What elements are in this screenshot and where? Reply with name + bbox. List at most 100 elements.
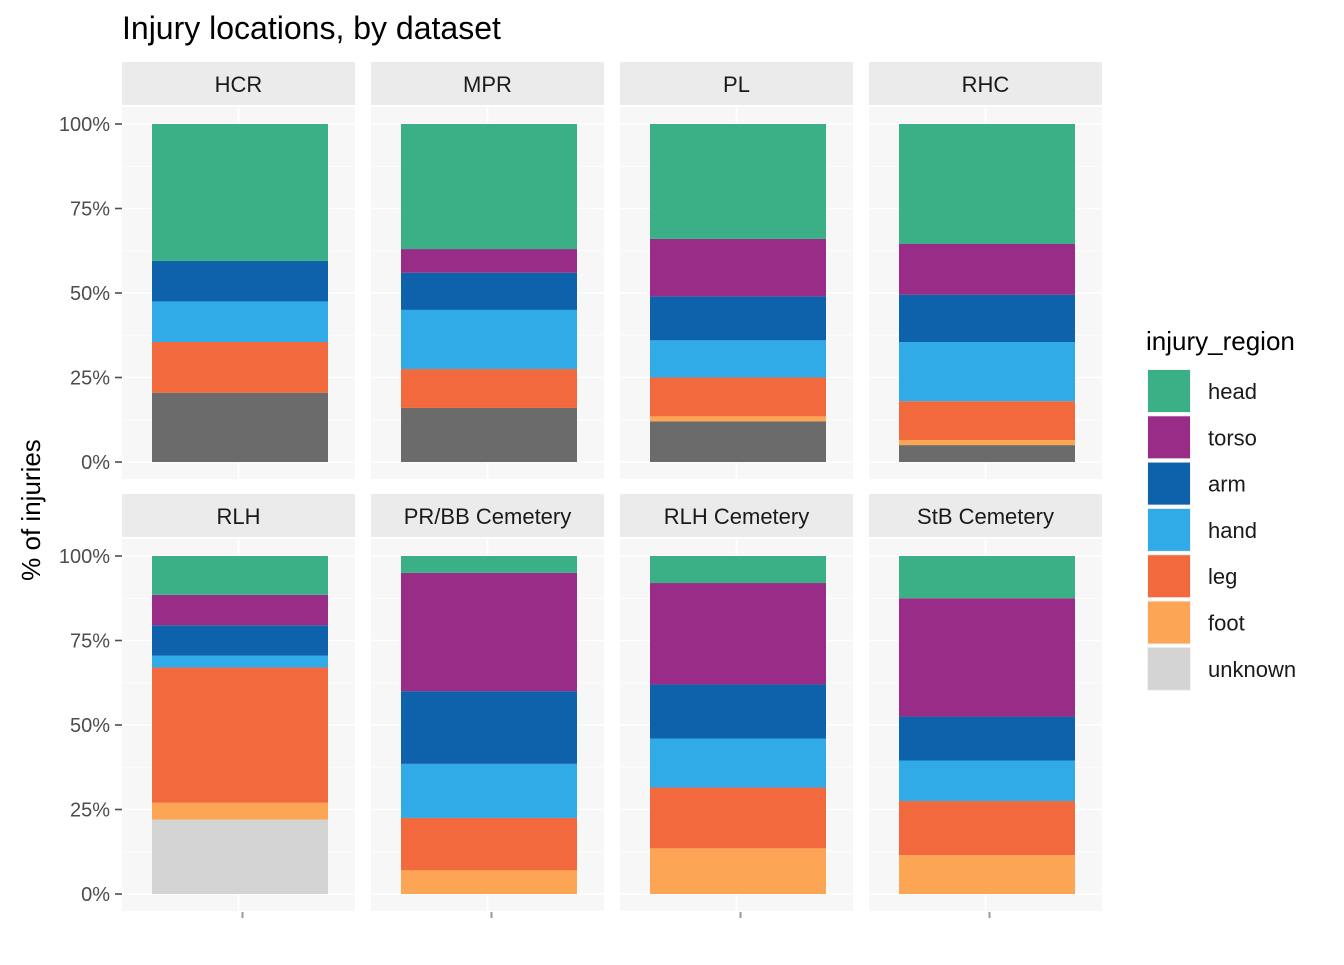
y-tick-label: 75% [70,631,110,653]
facet-strip-label: PR/BB Cemetery [404,504,572,529]
y-tick-label: 50% [70,283,110,305]
bar-segment-head [152,124,328,261]
facet-strip [371,494,604,537]
bar-segment-torso [401,249,577,273]
facet-strip-label: RLH Cemetery [664,504,809,529]
legend-label: hand [1208,518,1257,543]
bar-segment-foot [899,855,1075,894]
bar-segment-head [899,124,1075,244]
chart-title: Injury locations, by dataset [122,10,501,46]
bar-segment-unknown [152,819,328,894]
facet-panels: HCR 0% 25% 50% 75% 100% MPR PL RHC RLH 0% 25% 50% 75%… [59,62,1102,918]
facet-strip-label: MPR [463,72,512,97]
bar-segment-leg [899,401,1075,441]
bar-segment-foot [650,416,826,422]
bar-segment-arm [899,294,1075,343]
bar-segment-torso [401,572,577,692]
legend-label: arm [1208,472,1246,497]
legend-swatch [1148,601,1190,644]
y-tick-label: 100% [59,546,110,568]
bar-segment-unlisted [650,421,826,462]
bar-segment-hand [899,342,1075,402]
bar-segment-hand [899,760,1075,802]
facet-strip [869,494,1102,537]
legend-title: injury_region [1146,326,1295,356]
legend-swatch [1148,462,1190,505]
facet-panel: RLH 0% 25% 50% 75% 100% [59,494,355,918]
facet-strip-label: RLH [216,504,260,529]
bar-segment-arm [650,684,826,739]
legend-item-leg: leg [1147,554,1237,599]
legend-label: leg [1208,564,1237,589]
bar-segment-hand [401,309,577,370]
bar-segment-torso [899,243,1075,295]
facet-strip-label: HCR [215,72,263,97]
bar-segment-arm [152,260,328,302]
bar-segment-head [650,556,826,584]
bar-segment-leg [650,787,826,849]
y-axis-label: % of injuries [16,439,46,581]
facet-panel: PR/BB Cemetery [371,494,604,918]
facet-panel: RHC [869,62,1102,479]
legend: injury_region head torso arm hand leg foot unk… [1146,326,1296,691]
bar-segment-head [152,556,328,595]
y-tick-label: 50% [70,715,110,737]
bar-segment-leg [401,369,577,408]
bar-segment-head [401,124,577,250]
y-tick-label: 25% [70,800,110,822]
bar-segment-torso [650,238,826,297]
legend-label: unknown [1208,657,1296,682]
legend-label: head [1208,379,1257,404]
bar-segment-head [401,556,577,573]
bar-segment-leg [650,377,826,417]
facet-strip [620,62,853,105]
bar-segment-head [650,124,826,239]
legend-label: torso [1208,425,1257,450]
bar-segment-arm [899,716,1075,761]
bar-segment-arm [401,691,577,764]
bar-segment-hand [650,340,826,378]
y-tick-label: 0% [81,884,110,906]
y-tick-label: 0% [81,452,110,474]
bar-segment-leg [152,342,328,393]
bar-segment-arm [650,296,826,341]
facet-strip-label: RHC [962,72,1010,97]
facet-panel: PL [620,62,853,479]
facet-panel: HCR 0% 25% 50% 75% 100% [59,62,355,479]
legend-item-hand: hand [1147,507,1257,552]
legend-item-unknown: unknown [1147,646,1296,691]
legend-swatch [1148,508,1190,551]
bar-segment-torso [650,583,826,685]
legend-swatch [1148,370,1190,412]
bar-segment-hand [152,655,328,668]
bar-segment-hand [401,763,577,818]
facet-strip [620,494,853,537]
bar-segment-arm [401,272,577,310]
bar-segment-foot [899,440,1075,446]
bar-segment-head [899,556,1075,599]
legend-item-foot: foot [1147,600,1245,645]
y-tick-label: 100% [59,114,110,136]
bar-segment-foot [650,848,826,894]
legend-item-head: head [1147,369,1257,413]
bar-segment-hand [152,301,328,343]
facet-strip [869,62,1102,105]
y-tick-label: 25% [70,368,110,390]
legend-swatch [1148,647,1190,690]
facet-panel: MPR [371,62,604,479]
bar-segment-leg [401,817,577,871]
bar-segment-foot [401,870,577,894]
bar-segment-torso [899,598,1075,717]
bar-segment-unlisted [152,392,328,462]
legend-swatch [1148,555,1190,598]
bar-segment-foot [152,802,328,820]
facet-panel: RLH Cemetery [620,494,853,918]
legend-item-arm: arm [1147,461,1246,506]
legend-item-torso: torso [1147,415,1257,460]
bar-segment-hand [650,738,826,788]
y-tick-label: 75% [70,199,110,221]
facet-strip-label: PL [723,72,750,97]
bar-segment-unlisted [899,445,1075,462]
